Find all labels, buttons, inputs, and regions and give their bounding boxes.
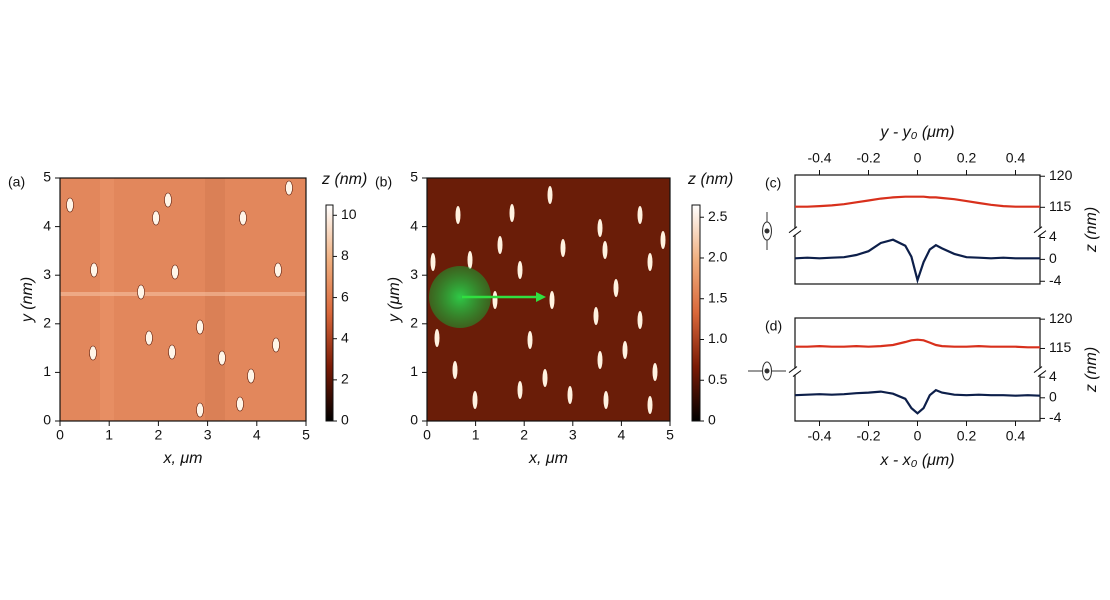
y-axis-label: y (nm) (19, 277, 36, 323)
profile-icons (748, 212, 786, 381)
y-tick-label: 4 (1049, 228, 1057, 244)
x-axis-label: x - x₀ (μm) (879, 452, 954, 469)
y-axis-label: y (μm) (386, 277, 403, 323)
x-tick-label: 1 (105, 427, 113, 443)
axis-break (788, 226, 802, 238)
panel-label: (c) (765, 175, 781, 191)
x-tick-label: 2 (155, 427, 163, 443)
y-tick-label: 115 (1049, 198, 1072, 214)
x-tick-label: 5 (302, 427, 310, 443)
y-tick-label: 3 (410, 266, 418, 282)
x-tick-label: 5 (666, 427, 674, 443)
x-tick-label: 1 (472, 427, 480, 443)
x-tick-label: -0.4 (807, 428, 831, 444)
y-tick-label: 1 (410, 363, 418, 379)
colorbar-tick-label: 1.0 (708, 330, 728, 346)
surface-features (429, 186, 666, 414)
plot-frame (426, 177, 671, 422)
y-tick-label: 5 (410, 169, 418, 185)
profile-line (795, 338, 1040, 349)
colorbar-tick-label: 2.0 (708, 249, 728, 265)
plot-frame (794, 317, 1041, 422)
axis-break (1033, 366, 1047, 377)
x-tick-label: 0 (423, 427, 431, 443)
y-tick-label: 5 (43, 169, 51, 185)
x-tick-label: 3 (569, 427, 577, 443)
y-tick-label: 4 (43, 217, 51, 233)
x-tick-label: 0 (56, 427, 64, 443)
y-tick-label: 120 (1049, 310, 1073, 326)
panel-label: (d) (765, 318, 782, 334)
panel-label: (b) (375, 174, 392, 190)
x-tick-label: 0.2 (957, 150, 977, 166)
colorbar-tick-label: 0.5 (708, 371, 728, 387)
y-tick-label: 4 (410, 217, 418, 233)
x-tick-label: -0.2 (856, 150, 880, 166)
colorbar-tick-label: 6 (341, 288, 349, 304)
x-tick-label: 0 (914, 150, 922, 166)
axis-break-gap (790, 228, 800, 235)
colorbar-tick-label: 2.5 (708, 208, 728, 224)
x-axis-label: y - y₀ (μm) (879, 124, 954, 141)
axis-break (1033, 226, 1047, 238)
x-tick-label: -0.4 (807, 150, 831, 166)
profile-line (794, 388, 1041, 415)
colorbar-tick-label: 10 (341, 206, 357, 222)
profile-line (795, 195, 1040, 208)
y-tick-label: 120 (1049, 167, 1073, 183)
colorbar (691, 204, 701, 422)
x-tick-label: 4 (618, 427, 626, 443)
x-axis-label: x, μm (163, 450, 203, 467)
y-tick-label: 0 (43, 412, 51, 428)
y-tick-label: 4 (1049, 368, 1057, 384)
x-tick-label: 0.2 (957, 428, 977, 444)
y-tick-label: -4 (1049, 409, 1062, 425)
plot-frame (794, 174, 1041, 285)
image-layer (60, 178, 306, 421)
colorbar-tick-label: 0 (341, 412, 349, 428)
y-tick-label: 0 (1049, 388, 1057, 404)
y-tick-label: 3 (43, 266, 51, 282)
y-tick-label: 2 (43, 315, 51, 331)
x-tick-label: 0 (914, 428, 922, 444)
axis-break-gap (790, 368, 800, 375)
x-tick-label: 4 (253, 427, 261, 443)
colorbar-label: z (nm) (687, 171, 733, 188)
profile-line (794, 238, 1040, 285)
x-axis-label: x, μm (528, 450, 568, 467)
axis-break (788, 366, 802, 377)
axis-break-gap (1035, 228, 1045, 235)
y-tick-label: 0 (1049, 250, 1057, 266)
colorbar-tick-label: 1.5 (708, 289, 728, 305)
colorbar-tick-label: 2 (341, 371, 349, 387)
colorbar-tick-label: 8 (341, 247, 349, 263)
colorbar-label: z (nm) (321, 171, 367, 188)
x-tick-label: -0.2 (856, 428, 880, 444)
x-tick-label: 0.4 (1006, 428, 1026, 444)
x-tick-label: 2 (520, 427, 528, 443)
axis-break-gap (1035, 368, 1045, 375)
plot-frame (59, 177, 307, 422)
panel-label: (a) (8, 174, 25, 190)
colorbar-tick-label: 4 (341, 329, 349, 345)
x-tick-label: 3 (204, 427, 212, 443)
y-axis-label: z (nm) (1083, 347, 1100, 393)
y-tick-label: 115 (1049, 339, 1072, 355)
x-tick-label: 0.4 (1006, 150, 1026, 166)
y-tick-label: -4 (1049, 272, 1062, 288)
colorbar (325, 204, 334, 422)
y-tick-label: 2 (410, 315, 418, 331)
surface-features (60, 178, 306, 421)
y-tick-label: 1 (43, 363, 51, 379)
colorbar-tick-label: 0 (708, 412, 716, 428)
afm-image (60, 178, 306, 421)
y-axis-label: z (nm) (1083, 207, 1100, 253)
y-tick-label: 0 (410, 412, 418, 428)
